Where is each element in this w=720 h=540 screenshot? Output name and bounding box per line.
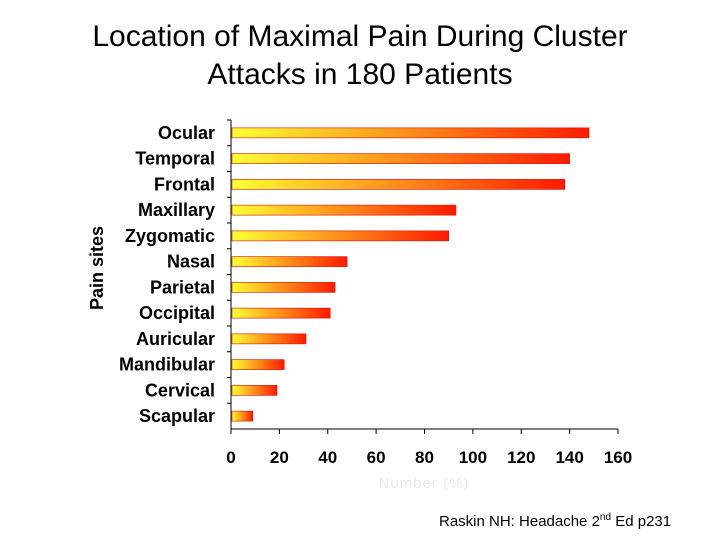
source-citation: Raskin NH: Headache 2nd Ed p231	[439, 512, 671, 530]
bar-parietal	[231, 282, 336, 293]
category-label-maxillary: Maxillary	[138, 200, 215, 220]
x-tick-label-80: 80	[415, 448, 434, 467]
category-label-occipital: Occipital	[139, 303, 215, 323]
source-superscript: nd	[599, 512, 612, 523]
bar-zygomatic	[231, 230, 449, 242]
y-axis-title: Pain sites	[87, 226, 107, 310]
bar-ocular	[231, 127, 590, 139]
chart-title: Location of Maximal Pain During Cluster …	[0, 18, 720, 94]
x-tick-label-60: 60	[367, 448, 386, 467]
source-suffix: Ed p231	[611, 513, 672, 530]
x-tick-label-20: 20	[270, 448, 289, 467]
x-tick-label-0: 0	[226, 448, 235, 467]
chart-title-line-2: Attacks in 180 Patients	[207, 58, 513, 91]
bar-maxillary	[231, 204, 457, 216]
category-label-temporal: Temporal	[135, 149, 215, 169]
category-label-ocular: Ocular	[158, 123, 215, 143]
bar-cervical	[231, 385, 278, 396]
x-tick-label-160: 160	[604, 448, 632, 467]
x-axis-title: Number (%)	[379, 475, 470, 492]
category-label-parietal: Parietal	[150, 277, 215, 297]
bar-occipital	[231, 307, 331, 319]
bar-frontal	[231, 179, 566, 190]
category-label-scapular: Scapular	[139, 406, 215, 426]
x-tick-label-120: 120	[507, 448, 535, 467]
bar-nasal	[231, 256, 348, 267]
category-label-nasal: Nasal	[167, 252, 215, 272]
category-label-zygomatic: Zygomatic	[125, 226, 215, 246]
source-prefix: Raskin NH: Headache 2	[439, 513, 600, 530]
category-label-auricular: Auricular	[136, 329, 215, 349]
category-label-mandibular: Mandibular	[119, 355, 215, 375]
bar-scapular	[231, 410, 254, 422]
x-tick-label-40: 40	[318, 448, 337, 467]
bar-temporal	[231, 153, 570, 164]
bar-auricular	[231, 333, 307, 345]
category-label-cervical: Cervical	[145, 380, 215, 400]
category-label-frontal: Frontal	[154, 174, 215, 194]
x-tick-label-140: 140	[555, 448, 583, 467]
x-tick-label-100: 100	[459, 448, 487, 467]
chart-title-line-1: Location of Maximal Pain During Cluster	[92, 20, 628, 53]
bar-mandibular	[231, 359, 285, 370]
